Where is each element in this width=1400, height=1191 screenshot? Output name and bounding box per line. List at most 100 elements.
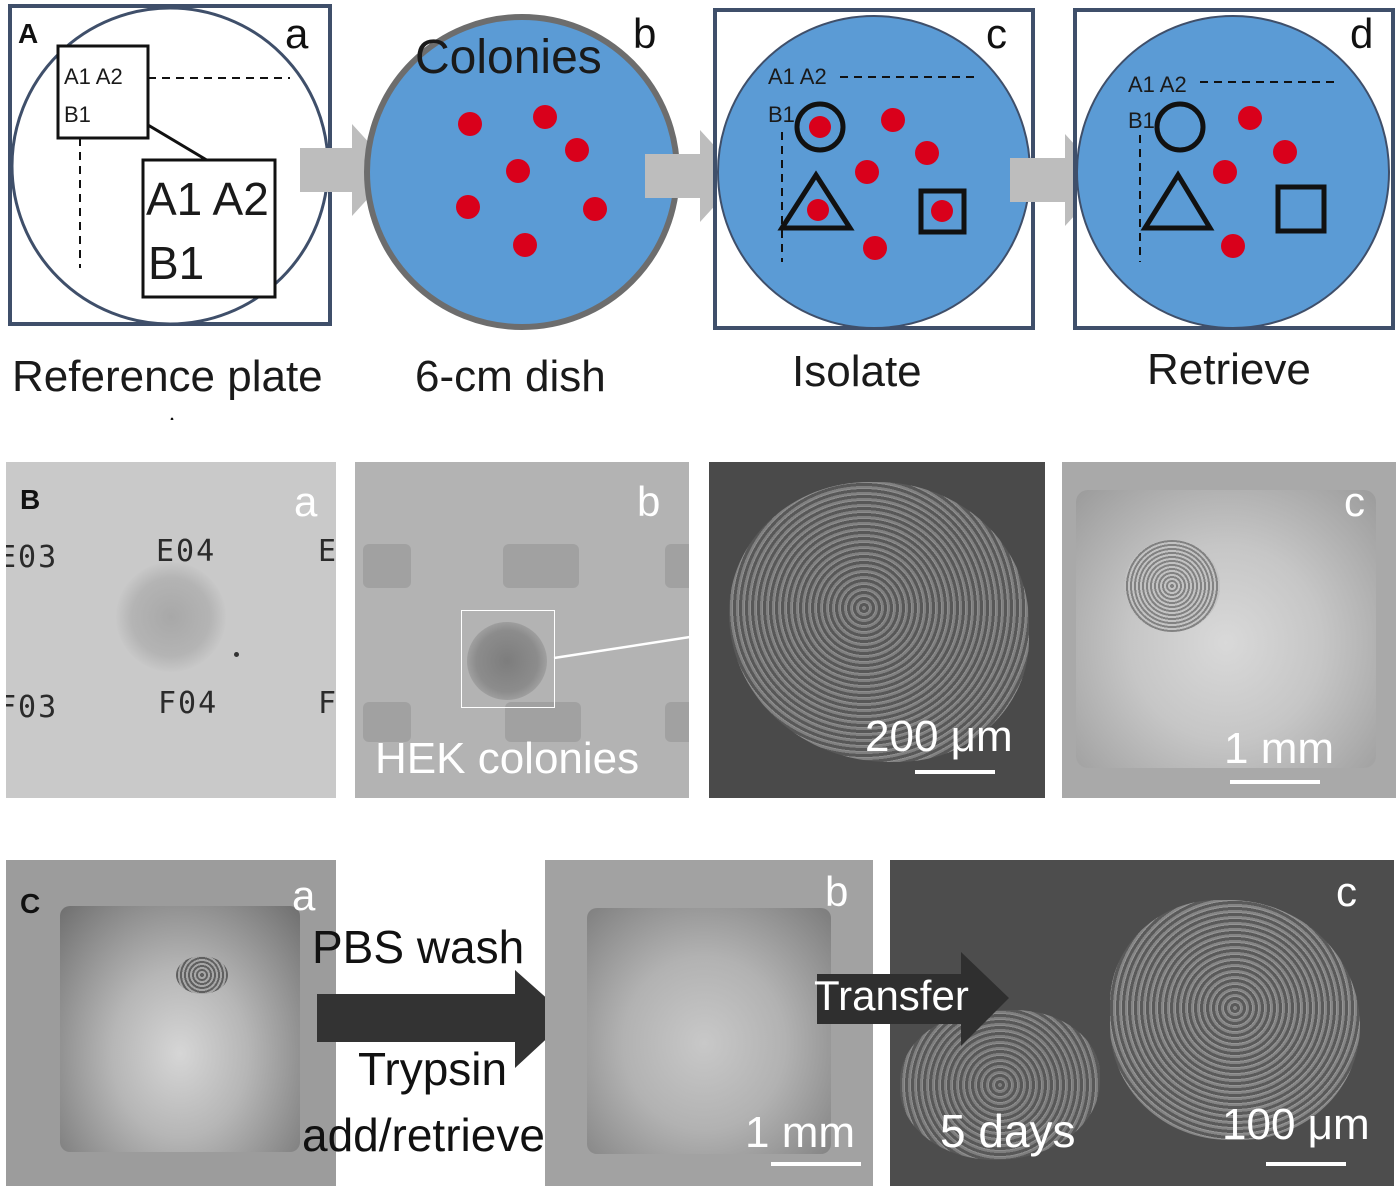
microwell [587, 908, 831, 1154]
well-label: E [318, 534, 336, 569]
microwell [60, 906, 300, 1152]
sublabel-b: b [637, 478, 661, 525]
sublabel-c: c [986, 10, 1007, 57]
colony-cells [1124, 540, 1220, 632]
colony [533, 105, 557, 129]
caption-retrieve: Retrieve [1147, 345, 1311, 394]
well-label: F03 [6, 690, 59, 725]
plate-b-colonies [456, 105, 607, 257]
well-label: E04 [156, 534, 217, 569]
colony [506, 159, 530, 183]
step1-arrow-shape [317, 970, 569, 1068]
colony [807, 199, 829, 221]
colony-spot [116, 562, 226, 672]
big-box-line2: B1 [148, 237, 205, 289]
plate-c-colonies [807, 108, 953, 260]
colony [565, 138, 589, 162]
plate-d-line2: B1 [1128, 108, 1155, 133]
circle-marker [1154, 101, 1206, 153]
sublabel-a: a [294, 478, 318, 525]
panel-b-tag: B [20, 484, 41, 515]
sublabel-b: b [825, 868, 849, 915]
colony [915, 141, 939, 165]
micrograph-c-c: c 5 days 100 μm [890, 860, 1394, 1186]
transfer-arrow-shape [817, 952, 1009, 1046]
colony [881, 108, 905, 132]
plate-c-line2: B1 [768, 102, 795, 127]
colony [1221, 234, 1245, 258]
colony-cells [176, 956, 228, 994]
colony-cells [1110, 900, 1360, 1140]
sublabel-a: a [292, 872, 316, 919]
scale-label-1mm: 1 mm [1224, 724, 1334, 773]
caption-dish: 6-cm dish [415, 352, 606, 401]
well-label: F [318, 686, 336, 721]
grid-mark [665, 702, 689, 742]
well-label: F04 [158, 686, 219, 721]
colony [458, 112, 482, 136]
grid-mark [665, 544, 689, 588]
colony [1238, 106, 1262, 130]
add-retrieve-label: add/retrieve [302, 1109, 545, 1161]
debris-dot [234, 652, 239, 657]
sublabel-c: c [1336, 868, 1357, 915]
triangle-marker [777, 170, 855, 231]
grid-mark [503, 544, 579, 588]
micrograph-b-c1: 200 μm [709, 462, 1045, 798]
plate-a-zoom-line [147, 123, 211, 164]
grid-mark [363, 544, 411, 588]
micrograph-c-a: C a [6, 860, 336, 1186]
transfer-label: Transfer [814, 972, 969, 1019]
transfer-arrow [817, 952, 1009, 1046]
caption-isolate: Isolate [792, 347, 922, 396]
zoom-box [461, 610, 555, 708]
sublabel-a: a [285, 10, 309, 57]
plate-c-line1: A1 A2 [768, 64, 827, 89]
scale-bar [1230, 780, 1320, 784]
colony [863, 236, 887, 260]
plate-a-big-box [141, 158, 277, 299]
small-box-line2: B1 [64, 102, 91, 127]
days-label: 5 days [940, 1105, 1076, 1157]
small-box-line1: A1 A2 [64, 64, 123, 89]
panel-a-tag: A [18, 18, 39, 49]
colony [1273, 140, 1297, 164]
caption-reference-plate: Reference plate [12, 352, 323, 401]
panel-a-schematic: A a b c d A1 A2 B1 A1 A2 B1 Colonies A1 … [0, 0, 1400, 455]
trypsin-label: Trypsin [358, 1043, 508, 1095]
big-box-line1: A1 A2 [146, 173, 269, 225]
sublabel-d: d [1350, 10, 1374, 57]
well-label: E03 [6, 540, 59, 575]
colony-cells [900, 1010, 1100, 1160]
scale-bar [771, 1162, 861, 1166]
colony [855, 160, 879, 184]
square-marker [1275, 184, 1327, 234]
micrograph-b-a: E03 E04 E F03 F04 F B a [6, 462, 336, 798]
micrograph-b-b: b HEK colonies [355, 462, 689, 798]
scale-bar [915, 770, 995, 774]
pbs-wash-label: PBS wash [312, 921, 525, 973]
plate-a-small-box [56, 44, 150, 140]
hek-colonies-label: HEK colonies [375, 734, 640, 783]
plate-d-colonies [1213, 106, 1297, 258]
circle-marker [794, 101, 846, 153]
step1-arrow [317, 970, 569, 1068]
panel-c-tag: C [20, 888, 41, 919]
microwell [1076, 490, 1376, 768]
colony [456, 195, 480, 219]
colony [809, 116, 831, 138]
scale-label-200um: 200 μm [865, 712, 1013, 761]
colony [513, 233, 537, 257]
square-marker [918, 188, 967, 235]
colony [1213, 160, 1237, 184]
sublabel-b: b [633, 10, 657, 57]
triangle-marker [1140, 170, 1215, 231]
scale-bar [1266, 1162, 1346, 1166]
plate-d-line1: A1 A2 [1128, 72, 1187, 97]
grid-mark [505, 702, 581, 742]
colonies-title: Colonies [415, 31, 602, 84]
colony-cells [729, 482, 1029, 762]
scale-label-1mm: 1 mm [745, 1108, 855, 1157]
panel-a-svg [4, 4, 1395, 455]
colony [583, 197, 607, 221]
